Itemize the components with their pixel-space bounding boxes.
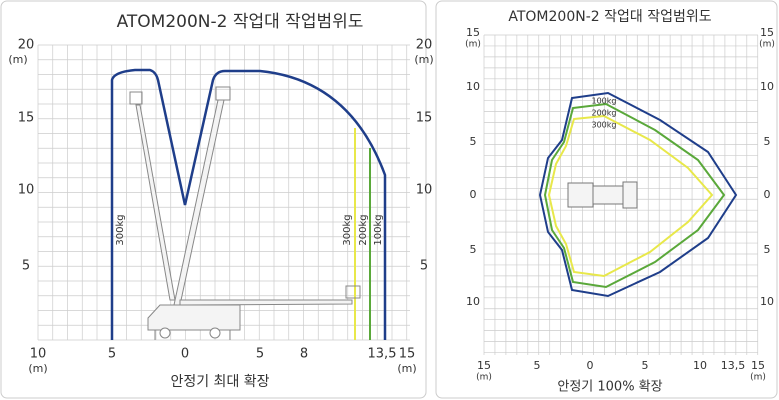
- title: ATOM200N-2 작업대 작업범위도: [508, 9, 711, 25]
- load-label: 100kg: [373, 214, 384, 245]
- left-frame: [0, 0, 427, 399]
- load-label: 200kg: [358, 214, 369, 245]
- y-label: 0: [470, 188, 477, 201]
- x-label: 15: [399, 347, 416, 362]
- y-label: 5: [420, 259, 428, 274]
- reach-envelope: [110, 68, 387, 340]
- y-label: 15: [416, 111, 433, 126]
- y-label: 15: [466, 26, 480, 39]
- y-unit: (m): [759, 40, 775, 50]
- x-label: 13,5: [368, 347, 397, 362]
- x-unit: (m): [750, 373, 766, 383]
- y-label: 20: [416, 38, 433, 53]
- x-label: 15: [751, 359, 765, 372]
- x-label: 5: [534, 359, 541, 372]
- load-label: 100kg: [592, 97, 617, 106]
- area-100: [538, 91, 738, 298]
- x-label: 5: [256, 347, 264, 362]
- y-label: 5: [22, 259, 30, 274]
- y-label: 15: [760, 26, 774, 39]
- y-label: 5: [470, 135, 477, 148]
- top-vehicle: [567, 181, 638, 209]
- y-label: 5: [470, 243, 477, 256]
- y-label: 10: [416, 183, 433, 198]
- y-label: 5: [764, 135, 771, 148]
- load-label: 300kg: [342, 214, 353, 245]
- y-label: 10: [760, 80, 774, 93]
- y-unit: (m): [465, 40, 481, 50]
- area-200: [543, 102, 726, 289]
- y-unit: (m): [414, 53, 433, 66]
- grids: [37, 34, 759, 355]
- y-label: 10: [18, 183, 35, 198]
- x-label: 5: [108, 347, 116, 362]
- y-label: 0: [764, 188, 771, 201]
- x-unit: (m): [476, 373, 492, 383]
- x-label: 10: [30, 347, 47, 362]
- load-label: 300kg: [115, 214, 126, 245]
- load-label: 300kg: [592, 121, 617, 130]
- x-label: 5: [642, 359, 649, 372]
- x-label: 8: [300, 347, 308, 362]
- caption: 안정기 최대 확장: [170, 374, 269, 390]
- x-label: 0: [587, 359, 594, 372]
- y-unit: (m): [8, 53, 27, 66]
- y-label: 20: [18, 38, 35, 53]
- x-unit: (m): [28, 362, 47, 375]
- y-label: 10: [760, 295, 774, 308]
- x-label: 15: [477, 359, 491, 372]
- y-label: 10: [466, 80, 480, 93]
- y-label: 5: [764, 243, 771, 256]
- x-unit: (m): [397, 362, 416, 375]
- x-label: 13,5: [721, 359, 746, 372]
- caption: 안정기 100% 확장: [557, 380, 662, 395]
- area-300: [547, 114, 714, 278]
- load-label: 200kg: [592, 109, 617, 118]
- x-label: 10: [693, 359, 707, 372]
- labels: ATOM200N-2 작업대 작업범위도 20 20 15 15 10 10 5 5 (m) (m)…: [8, 9, 775, 395]
- machine: [129, 86, 361, 340]
- y-label: 10: [466, 295, 480, 308]
- x-label: 0: [181, 347, 189, 362]
- right-frame: [435, 0, 778, 399]
- title: ATOM200N-2 작업대 작업범위도: [117, 12, 364, 32]
- y-label: 15: [18, 111, 35, 126]
